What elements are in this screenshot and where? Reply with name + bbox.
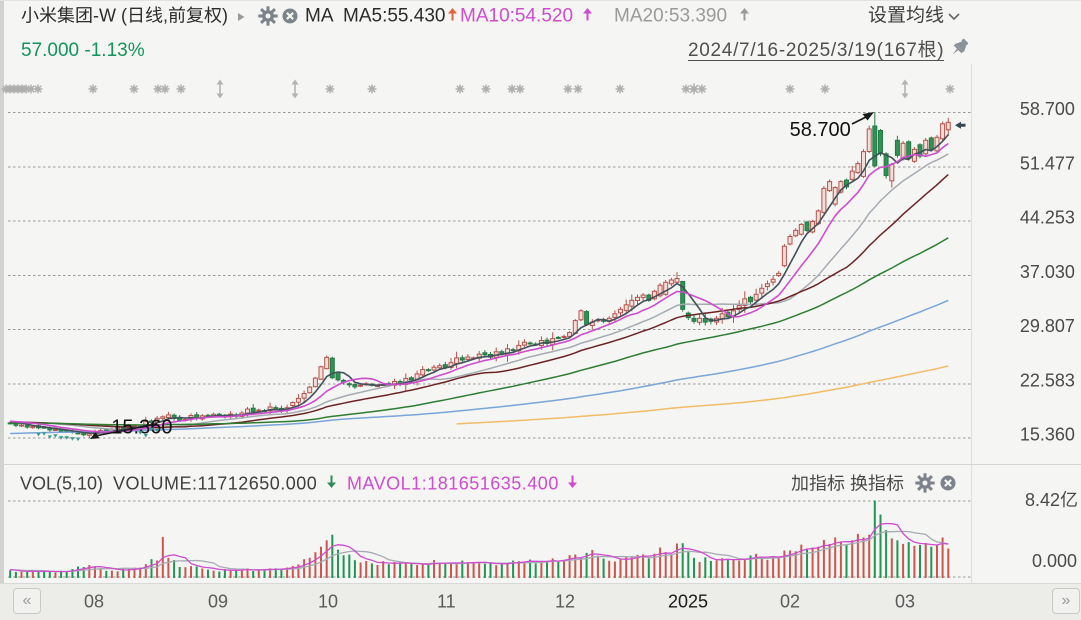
svg-text:11: 11: [437, 592, 456, 612]
svg-text:08: 08: [84, 592, 104, 612]
svg-text:8.42: 8.42: [1025, 490, 1060, 510]
svg-text:29.807: 29.807: [1020, 316, 1075, 336]
svg-text:0.000: 0.000: [1032, 551, 1077, 571]
svg-text:MA: MA: [305, 6, 334, 27]
svg-text:): ): [937, 40, 944, 61]
svg-text:10: 10: [318, 592, 338, 612]
svg-text:58.700: 58.700: [790, 119, 851, 141]
svg-text:15.360: 15.360: [1020, 425, 1075, 445]
svg-text:): ): [222, 6, 228, 26]
svg-text:2024/7/16-2025/3/19(167: 2024/7/16-2025/3/19(167: [688, 40, 918, 61]
svg-text:44.253: 44.253: [1020, 208, 1075, 228]
svg-text:15.360: 15.360: [111, 417, 172, 439]
svg-text:12: 12: [555, 592, 575, 612]
svg-text:,: ,: [163, 6, 168, 26]
svg-text:37.030: 37.030: [1020, 262, 1075, 282]
svg-text:57.000 -1.13%: 57.000 -1.13%: [21, 40, 145, 61]
svg-text:02: 02: [780, 592, 800, 612]
svg-text:22.583: 22.583: [1020, 370, 1075, 390]
svg-text:VOLUME:11712650.000: VOLUME:11712650.000: [113, 474, 317, 494]
svg-text:03: 03: [895, 592, 915, 612]
svg-text:MA5:55.430: MA5:55.430: [343, 6, 445, 27]
svg-text:09: 09: [208, 592, 228, 612]
svg-text:MAVOL1:181651635.400: MAVOL1:181651635.400: [347, 474, 559, 494]
svg-text:58.700: 58.700: [1020, 99, 1075, 119]
svg-text:VOL(5,10): VOL(5,10): [20, 474, 103, 494]
svg-text:MA10:54.520: MA10:54.520: [460, 6, 573, 27]
svg-text:2025: 2025: [668, 592, 708, 612]
svg-text:51.477: 51.477: [1020, 153, 1075, 173]
svg-text:-W (: -W (: [93, 6, 127, 26]
svg-text:MA20:53.390: MA20:53.390: [614, 6, 727, 27]
